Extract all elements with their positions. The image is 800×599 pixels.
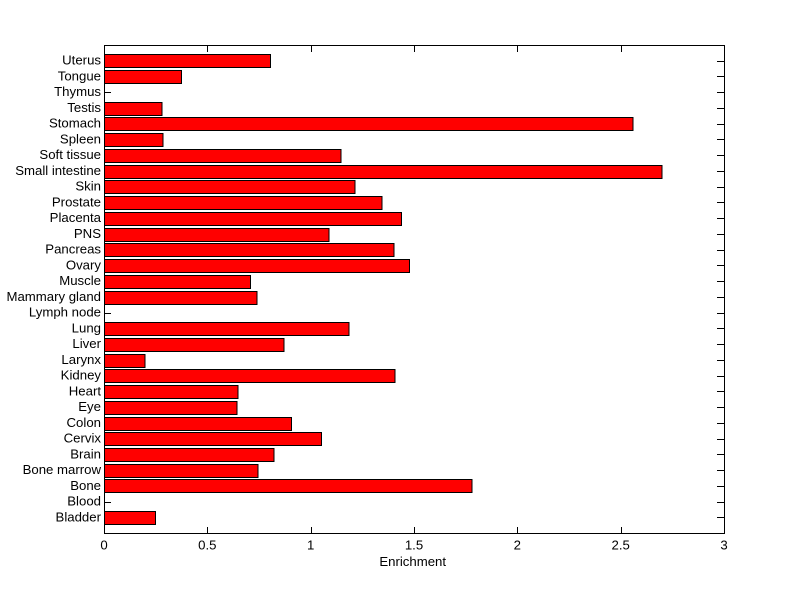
svg-text:Muscle: Muscle	[59, 273, 101, 288]
svg-text:Larynx: Larynx	[61, 352, 101, 367]
svg-text:PNS: PNS	[74, 226, 101, 241]
svg-text:Prostate: Prostate	[52, 194, 101, 209]
svg-text:Kidney: Kidney	[61, 368, 102, 383]
svg-text:Heart: Heart	[69, 383, 102, 398]
svg-text:3: 3	[720, 537, 727, 552]
svg-text:0.5: 0.5	[198, 537, 216, 552]
svg-text:Tongue: Tongue	[58, 69, 101, 84]
svg-text:Uterus: Uterus	[62, 53, 101, 68]
svg-text:Spleen: Spleen	[60, 132, 101, 147]
svg-text:Enrichment: Enrichment	[379, 554, 446, 569]
svg-text:Placenta: Placenta	[50, 210, 102, 225]
svg-text:Bladder: Bladder	[56, 509, 102, 524]
svg-text:Lymph node: Lymph node	[29, 305, 101, 320]
svg-text:Testis: Testis	[67, 100, 101, 115]
svg-text:Soft tissue: Soft tissue	[39, 147, 101, 162]
svg-text:Thymus: Thymus	[54, 84, 101, 99]
svg-text:Colon: Colon	[67, 415, 101, 430]
svg-text:1: 1	[307, 537, 314, 552]
svg-text:Skin: Skin	[75, 179, 101, 194]
svg-text:Brain: Brain	[70, 446, 101, 461]
svg-text:Bone: Bone	[70, 478, 101, 493]
svg-text:Mammary gland: Mammary gland	[6, 289, 101, 304]
svg-text:Small intestine: Small intestine	[15, 163, 101, 178]
svg-text:Ovary: Ovary	[66, 257, 102, 272]
svg-text:Cervix: Cervix	[64, 431, 102, 446]
svg-text:2.5: 2.5	[612, 537, 630, 552]
svg-text:Liver: Liver	[72, 336, 101, 351]
svg-text:1.5: 1.5	[405, 537, 423, 552]
svg-text:Lung: Lung	[72, 320, 101, 335]
svg-text:Bone marrow: Bone marrow	[23, 462, 102, 477]
svg-text:Blood: Blood	[67, 494, 101, 509]
svg-text:Stomach: Stomach	[49, 116, 101, 131]
svg-text:2: 2	[514, 537, 521, 552]
svg-text:0: 0	[100, 537, 107, 552]
svg-text:Pancreas: Pancreas	[45, 242, 101, 257]
svg-text:Eye: Eye	[78, 399, 101, 414]
